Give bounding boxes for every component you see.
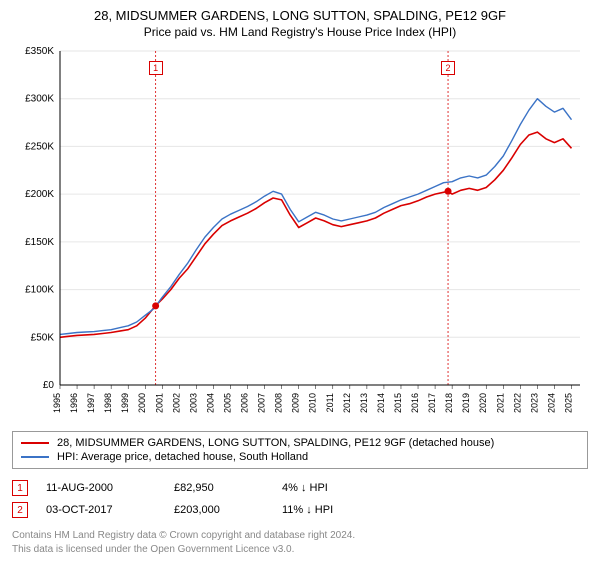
svg-text:2000: 2000 [137,393,147,413]
event-delta-2: 11% ↓ HPI [282,504,333,516]
event-row-2: 2 03-OCT-2017 £203,000 11% ↓ HPI [12,499,588,521]
svg-text:2019: 2019 [461,393,471,413]
svg-text:2025: 2025 [563,393,573,413]
svg-text:£0: £0 [43,380,55,391]
event-date-1: 11-AUG-2000 [46,482,156,494]
svg-text:2023: 2023 [529,393,539,413]
svg-text:2017: 2017 [427,393,437,413]
legend-box: 28, MIDSUMMER GARDENS, LONG SUTTON, SPAL… [12,431,588,469]
svg-text:2004: 2004 [205,393,215,413]
svg-text:2008: 2008 [274,393,284,413]
event-delta-1: 4% ↓ HPI [282,482,328,494]
svg-text:2009: 2009 [291,393,301,413]
chart-title: 28, MIDSUMMER GARDENS, LONG SUTTON, SPAL… [12,8,588,23]
event-row-1: 1 11-AUG-2000 £82,950 4% ↓ HPI [12,477,588,499]
svg-text:2006: 2006 [240,393,250,413]
svg-text:2015: 2015 [393,393,403,413]
svg-text:2010: 2010 [308,393,318,413]
svg-text:2012: 2012 [342,393,352,413]
attribution-line2: This data is licensed under the Open Gov… [12,543,588,557]
svg-text:2001: 2001 [154,393,164,413]
chart-area: £0 £50K £100K £150K £200K £250K £300K £350K 1995… [12,45,588,425]
svg-text:2021: 2021 [495,393,505,413]
svg-text:2013: 2013 [359,393,369,413]
svg-text:2016: 2016 [410,393,420,413]
svg-text:£100K: £100K [25,285,54,296]
svg-text:2018: 2018 [444,393,454,413]
svg-text:£250K: £250K [25,141,54,152]
svg-text:£50K: £50K [31,332,55,343]
svg-text:£350K: £350K [25,46,54,57]
chart-event-badge: 1 [149,61,163,75]
svg-text:2005: 2005 [222,393,232,413]
attribution-line1: Contains HM Land Registry data © Crown c… [12,529,588,543]
svg-text:1995: 1995 [52,393,62,413]
svg-text:2003: 2003 [188,393,198,413]
chart-subtitle: Price paid vs. HM Land Registry's House … [12,25,588,39]
legend-row-hpi: HPI: Average price, detached house, Sout… [21,450,579,464]
svg-text:£150K: £150K [25,237,54,248]
svg-text:£200K: £200K [25,189,54,200]
event-price-2: £203,000 [174,504,264,516]
event-price-1: £82,950 [174,482,264,494]
svg-text:2014: 2014 [376,393,386,413]
svg-text:2022: 2022 [512,393,522,413]
chart-event-badge: 2 [441,61,455,75]
svg-text:2020: 2020 [478,393,488,413]
svg-text:1998: 1998 [103,393,113,413]
legend-row-property: 28, MIDSUMMER GARDENS, LONG SUTTON, SPAL… [21,436,579,450]
svg-text:2002: 2002 [171,393,181,413]
event-badge-2: 2 [12,502,28,518]
legend-swatch-property [21,442,49,444]
chart-svg: £0 £50K £100K £150K £200K £250K £300K £350K 1995… [12,45,588,425]
svg-text:2007: 2007 [257,393,267,413]
svg-text:1999: 1999 [120,393,130,413]
svg-text:1997: 1997 [86,393,96,413]
event-badge-1: 1 [12,480,28,496]
event-date-2: 03-OCT-2017 [46,504,156,516]
svg-text:2011: 2011 [325,393,335,412]
legend-label-property: 28, MIDSUMMER GARDENS, LONG SUTTON, SPAL… [57,437,494,449]
svg-text:2024: 2024 [546,393,556,413]
attribution: Contains HM Land Registry data © Crown c… [12,529,588,556]
svg-text:1996: 1996 [69,393,79,413]
legend-swatch-hpi [21,456,49,458]
svg-text:£300K: £300K [25,94,54,105]
legend-label-hpi: HPI: Average price, detached house, Sout… [57,451,308,463]
events-table: 1 11-AUG-2000 £82,950 4% ↓ HPI 2 03-OCT-… [12,477,588,521]
